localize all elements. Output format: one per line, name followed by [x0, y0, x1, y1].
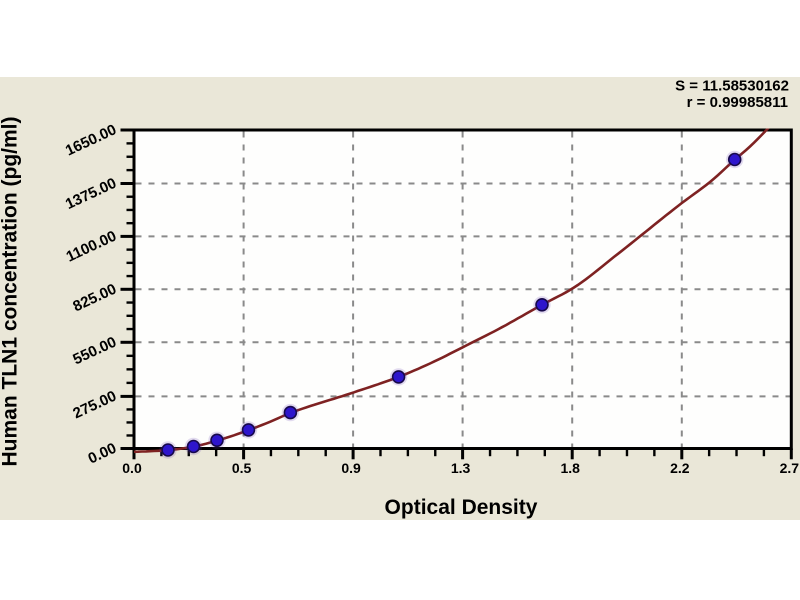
svg-text:0.0: 0.0	[122, 460, 142, 476]
svg-text:0.5: 0.5	[232, 460, 252, 476]
svg-text:0.00: 0.00	[86, 440, 120, 468]
svg-text:Human TLN1 concentration (pg/m: Human TLN1 concentration (pg/ml)	[0, 116, 22, 466]
svg-text:Optical Density: Optical Density	[385, 496, 538, 519]
svg-text:1375.00: 1375.00	[63, 175, 119, 213]
svg-text:2.2: 2.2	[670, 460, 690, 476]
svg-text:275.00: 275.00	[70, 388, 119, 423]
svg-text:1650.00: 1650.00	[63, 121, 119, 159]
svg-text:1.8: 1.8	[560, 460, 580, 476]
svg-text:2.7: 2.7	[780, 460, 800, 476]
svg-text:r = 0.99985811: r = 0.99985811	[687, 94, 788, 111]
svg-text:1.3: 1.3	[451, 460, 471, 476]
svg-text:550.00: 550.00	[70, 334, 119, 369]
svg-text:0.9: 0.9	[341, 460, 361, 476]
svg-text:825.00: 825.00	[70, 281, 119, 316]
svg-text:S = 11.58530162: S = 11.58530162	[675, 78, 789, 95]
svg-text:1100.00: 1100.00	[64, 228, 120, 266]
